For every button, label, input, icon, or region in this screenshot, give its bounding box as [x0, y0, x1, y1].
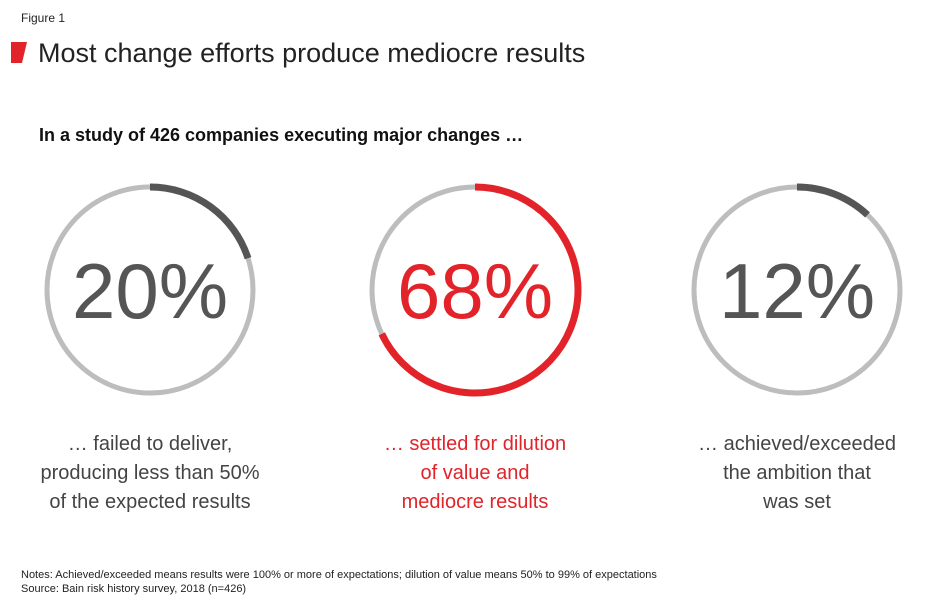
caption-line: was set: [763, 491, 831, 513]
caption-line: … failed to deliver,: [67, 433, 233, 455]
chart-title: Most change efforts produce mediocre res…: [38, 38, 586, 68]
donut-value-label: 68%: [397, 247, 553, 335]
chart-subtitle: In a study of 426 companies executing ma…: [39, 125, 524, 145]
caption-line: mediocre results: [401, 491, 549, 513]
donut-value-label: 20%: [72, 247, 228, 335]
donut-caption: … failed to deliver, producing less than …: [20, 430, 280, 517]
caption-line: the ambition that: [723, 462, 871, 484]
notes: Notes: Achieved/exceeded means results w…: [21, 568, 657, 596]
caption-line: of the expected results: [49, 491, 251, 513]
donut-segment: [378, 183, 582, 397]
donut-caption: … settled for dilution of value and medioc…: [345, 430, 605, 517]
caption-line: of value and: [420, 462, 530, 484]
title-marker-icon: [11, 42, 27, 63]
donut-3: 12%: [691, 183, 903, 396]
donut-1: 20%: [44, 183, 256, 396]
donut-value-label: 12%: [719, 247, 875, 335]
caption-line: … achieved/exceeded: [698, 433, 896, 455]
notes-line: Notes: Achieved/exceeded means results w…: [21, 569, 657, 581]
caption-line: producing less than 50%: [40, 462, 260, 484]
caption-line: … settled for dilution: [383, 433, 567, 455]
donut-segment: [796, 183, 870, 218]
donut-caption: … achieved/exceeded the ambition that was …: [667, 430, 927, 517]
figure-label: Figure 1: [21, 11, 66, 25]
source-line: Source: Bain risk history survey, 2018 (…: [21, 583, 247, 595]
donut-segment: [149, 183, 252, 260]
donut-2: 68%: [369, 183, 582, 397]
